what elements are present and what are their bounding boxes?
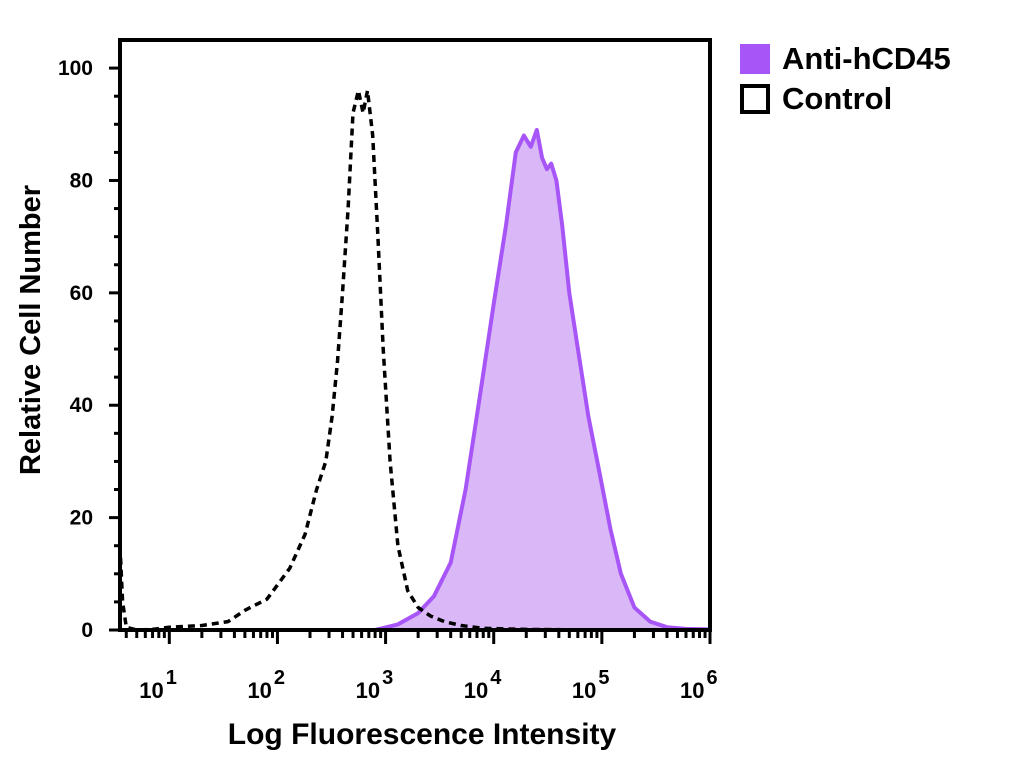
x-tick-label: 10 4	[464, 667, 502, 703]
series-area-0	[120, 129, 710, 630]
series-line-1	[118, 88, 710, 632]
legend-swatch-outline	[740, 84, 770, 114]
x-tick-label: 10 5	[572, 667, 610, 703]
plot-area	[118, 38, 712, 632]
y-tick-label: 80	[70, 169, 93, 192]
legend-item-control: Control	[740, 80, 951, 118]
y-tick-label: 20	[70, 507, 93, 530]
y-tick-label: 100	[58, 57, 93, 80]
x-tick-label: 10 2	[247, 667, 285, 703]
y-tick-label: 60	[70, 282, 93, 305]
x-tick-label: 10 1	[139, 667, 177, 703]
y-tick-label: 0	[81, 619, 93, 642]
y-axis-label: Relative Cell Number	[15, 185, 47, 475]
y-tick-label: 40	[70, 394, 93, 417]
x-tick-label: 10 3	[356, 667, 394, 703]
x-axis-ticks: 10 1 10 2 10 3 10 4 10 5 10 6	[124, 630, 718, 703]
plot-frame	[118, 38, 712, 632]
legend-swatch-filled	[740, 44, 770, 74]
y-axis-ticks: 0 20 40 60 80 100	[58, 57, 120, 642]
series-line-0	[120, 127, 711, 632]
x-tick-label: 10 6	[680, 667, 718, 703]
legend: Anti-hCD45 Control	[740, 40, 951, 120]
legend-label: Control	[782, 81, 893, 116]
legend-label: Anti-hCD45	[782, 41, 951, 76]
x-axis-label: Log Fluorescence Intensity	[228, 718, 617, 751]
legend-item-anti-hcd45: Anti-hCD45	[740, 40, 951, 78]
